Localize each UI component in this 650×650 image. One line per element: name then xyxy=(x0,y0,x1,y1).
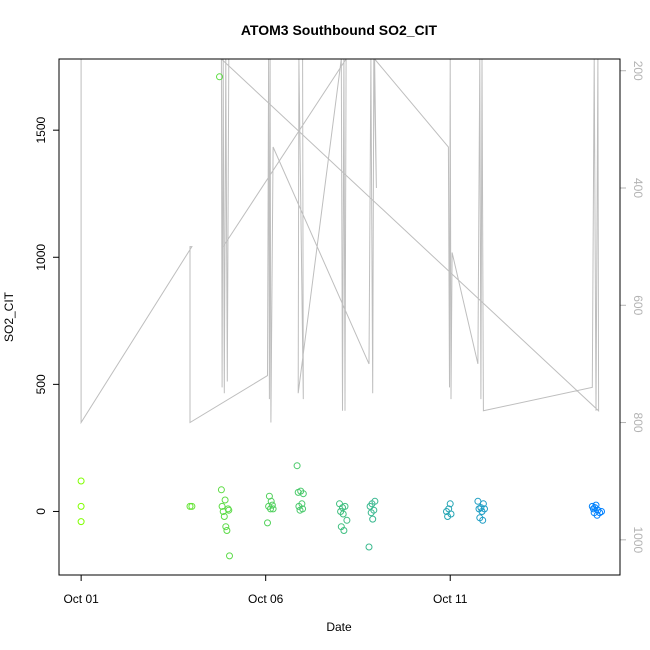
data-point xyxy=(269,505,277,513)
data-point xyxy=(339,510,347,518)
data-point xyxy=(226,552,233,560)
data-point xyxy=(77,518,85,526)
data-point xyxy=(268,501,276,509)
data-point xyxy=(299,490,307,498)
data-point xyxy=(267,505,274,513)
data-point xyxy=(267,497,275,505)
data-point xyxy=(371,497,379,505)
y2-tick-label: 400 xyxy=(631,178,645,198)
axes-layer: 0 500 1000 1500 200 400 600 800 1000 Oct 01 Oct 06… xyxy=(34,61,645,606)
y-tick-label: 500 xyxy=(34,374,48,394)
data-point xyxy=(474,497,482,505)
data-point xyxy=(188,502,196,510)
data-point xyxy=(223,527,231,534)
x-axis-label: Date xyxy=(326,620,352,634)
data-point xyxy=(293,462,301,470)
data-point xyxy=(264,519,271,527)
data-point xyxy=(341,502,349,510)
data-point xyxy=(221,496,229,504)
y2-tick-label: 800 xyxy=(631,413,645,433)
data-point xyxy=(220,513,228,520)
points-layer xyxy=(77,73,605,560)
altitude-profile-line xyxy=(80,59,600,425)
y-tick-label: 1500 xyxy=(34,117,48,144)
y2-tick-label: 200 xyxy=(631,61,645,81)
data-point xyxy=(340,527,348,534)
data-point xyxy=(222,523,230,531)
data-point xyxy=(225,506,233,514)
y-tick-label: 0 xyxy=(34,508,48,515)
data-point xyxy=(598,508,605,515)
data-point xyxy=(447,510,455,518)
data-point xyxy=(216,73,223,81)
data-point xyxy=(479,500,487,508)
data-point xyxy=(365,543,373,551)
x-tick-label: Oct 01 xyxy=(63,592,99,606)
x-tick-label: Oct 11 xyxy=(433,592,468,606)
data-point xyxy=(298,500,306,508)
x-tick-label: Oct 06 xyxy=(248,592,284,606)
data-point xyxy=(77,477,85,485)
data-point xyxy=(299,505,307,513)
y2-tick-label: 1000 xyxy=(631,526,645,553)
y-tick-label: 1000 xyxy=(34,244,48,271)
data-point xyxy=(217,486,225,494)
data-point xyxy=(446,500,454,508)
data-point xyxy=(370,506,378,514)
data-point xyxy=(224,505,232,513)
data-point xyxy=(479,516,487,524)
y2-tick-label: 600 xyxy=(631,295,645,315)
data-point xyxy=(369,515,377,523)
data-point xyxy=(343,516,351,524)
data-point xyxy=(218,502,226,510)
y-axis-label: SO2_CIT xyxy=(2,291,16,342)
data-point xyxy=(186,502,194,510)
data-point xyxy=(77,502,85,510)
data-point xyxy=(481,505,488,513)
plot-frame xyxy=(58,58,621,576)
altitude-line-layer xyxy=(80,59,600,425)
chart-title: ATOM3 Southbound SO2_CIT xyxy=(241,22,438,38)
data-point xyxy=(596,509,604,517)
